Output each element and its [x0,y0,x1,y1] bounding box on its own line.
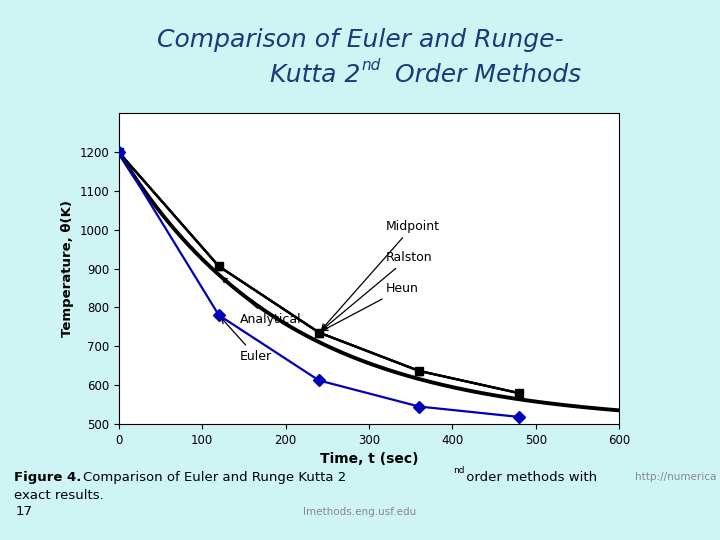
Text: Heun: Heun [323,282,418,330]
Text: Kutta 2: Kutta 2 [269,63,360,86]
Text: Analytical: Analytical [222,278,302,326]
Text: http://numerica: http://numerica [635,472,716,482]
Text: Comparison of Euler and Runge-: Comparison of Euler and Runge- [157,29,563,52]
Text: lmethods.eng.usf.edu: lmethods.eng.usf.edu [303,507,417,517]
Text: Figure 4.: Figure 4. [14,471,82,484]
Text: Midpoint: Midpoint [322,220,440,329]
Text: nd: nd [361,58,381,73]
Text: Euler: Euler [222,319,272,363]
Text: Order Methods: Order Methods [387,63,581,86]
Text: Comparison of Euler and Runge Kutta 2: Comparison of Euler and Runge Kutta 2 [83,471,346,484]
Text: 17: 17 [16,505,33,518]
Text: nd: nd [453,467,464,475]
Text: order methods with: order methods with [462,471,597,484]
X-axis label: Time, t (sec): Time, t (sec) [320,452,418,466]
Text: Ralston: Ralston [322,251,432,330]
Text: exact results.: exact results. [14,489,104,502]
Y-axis label: Temperature, θ(K): Temperature, θ(K) [60,200,73,337]
